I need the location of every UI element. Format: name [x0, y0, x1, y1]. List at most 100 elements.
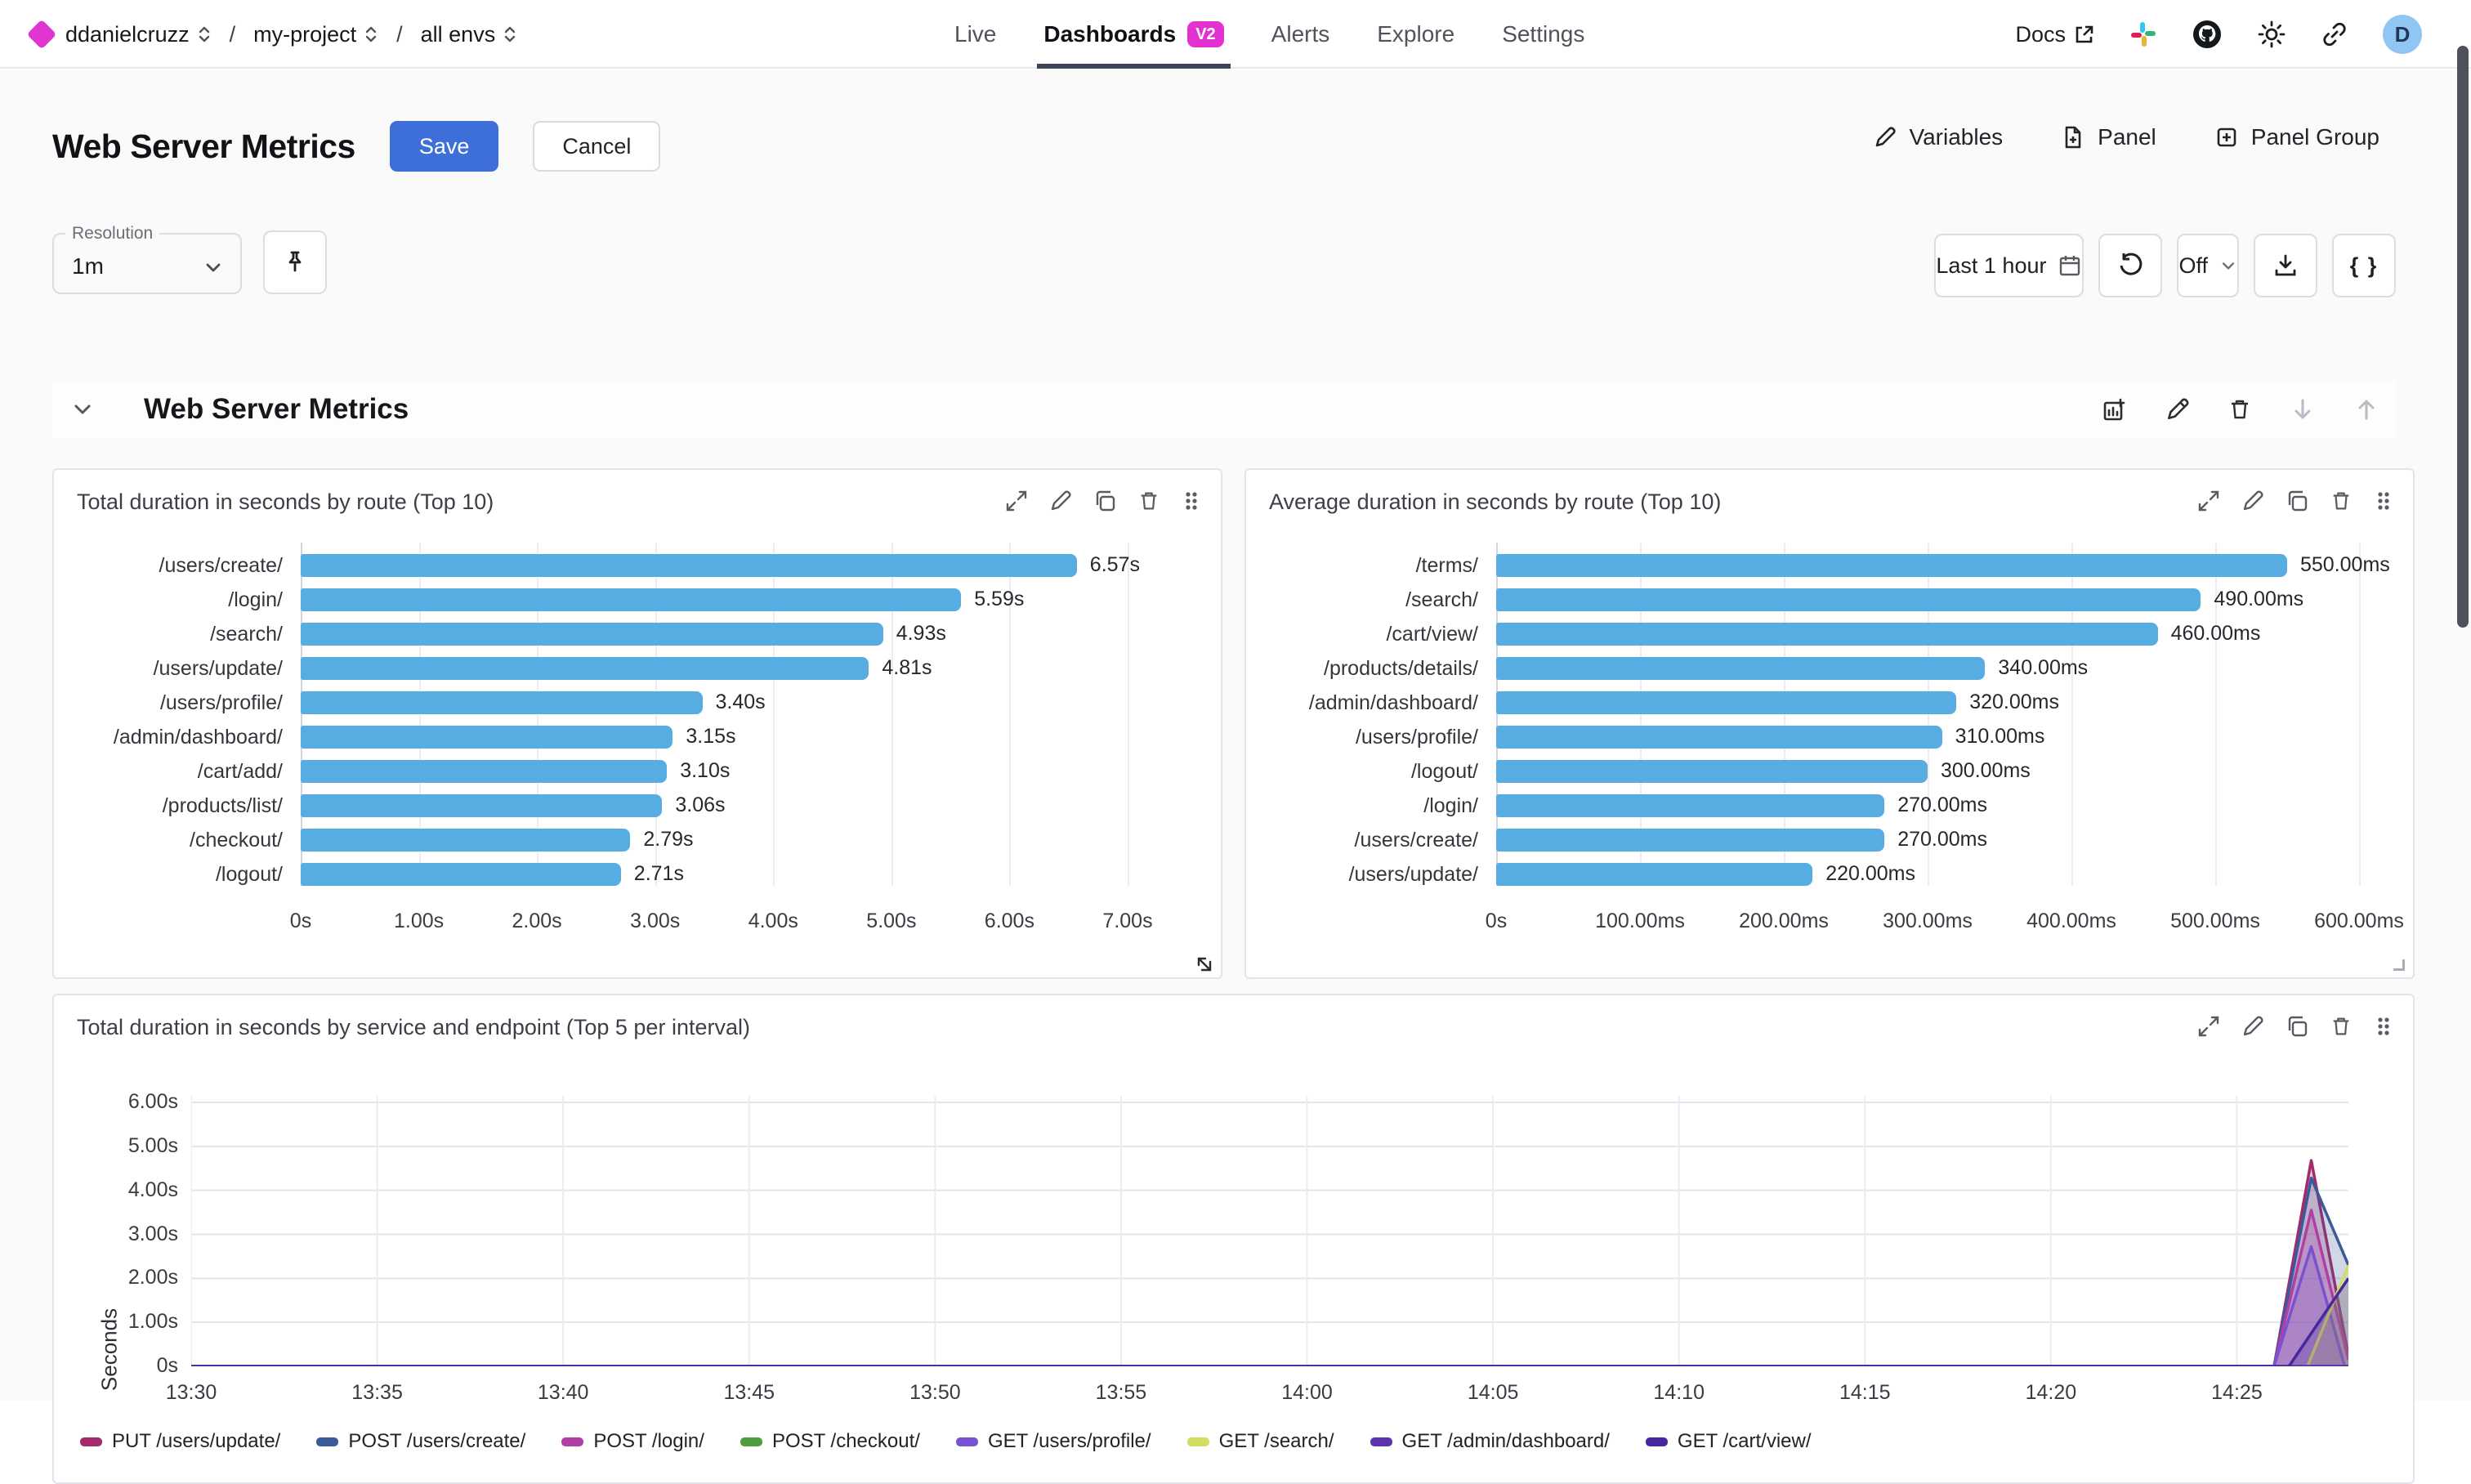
x-axis-tick: 13:30 — [165, 1381, 217, 1404]
bar[interactable] — [1496, 863, 1813, 886]
add-panel-button[interactable]: Panel — [2062, 124, 2156, 150]
refresh-button[interactable] — [2098, 234, 2163, 297]
expand-panel-icon[interactable] — [1005, 489, 1028, 512]
bar-value-label: 220.00ms — [1825, 862, 1915, 885]
legend-item[interactable]: POST /users/create/ — [316, 1430, 525, 1453]
bar[interactable] — [1496, 691, 1957, 714]
braces-icon: { } — [2349, 253, 2379, 278]
bar[interactable] — [301, 863, 621, 886]
legend-item[interactable]: POST /login/ — [561, 1430, 704, 1453]
add-panel-group-button[interactable]: Panel Group — [2215, 124, 2379, 150]
expand-panel-icon[interactable] — [2197, 1015, 2220, 1038]
legend-item[interactable]: GET /search/ — [1186, 1430, 1334, 1453]
json-config-button[interactable]: { } — [2332, 234, 2396, 297]
bar[interactable] — [1496, 794, 1885, 817]
theme-toggle-icon[interactable] — [2257, 20, 2286, 49]
add-panel-to-section-icon[interactable] — [2102, 396, 2128, 422]
bar-row: /products/details/340.00ms — [1269, 651, 2390, 686]
breadcrumb-env[interactable]: all envs — [421, 22, 518, 47]
bar-value-label: 3.40s — [715, 691, 766, 713]
bar-track: 2.79s — [301, 823, 1198, 857]
breadcrumb-org[interactable]: ddanielcruzz — [65, 22, 212, 47]
bar[interactable] — [301, 829, 631, 852]
x-axis-tick: 14:20 — [2025, 1381, 2077, 1404]
nav-tab-explore[interactable]: Explore — [1377, 0, 1454, 69]
bar[interactable] — [1496, 588, 2201, 611]
duplicate-panel-icon[interactable] — [1093, 489, 1116, 512]
bar[interactable] — [301, 554, 1077, 577]
bar-category-label: /users/create/ — [159, 553, 283, 577]
legend-item[interactable]: GET /users/profile/ — [955, 1430, 1151, 1453]
auto-refresh-select[interactable]: Off — [2177, 234, 2239, 297]
slack-icon[interactable] — [2129, 20, 2157, 48]
bar[interactable] — [1496, 623, 2158, 646]
duplicate-panel-icon[interactable] — [2286, 489, 2308, 512]
user-avatar[interactable]: D — [2383, 15, 2422, 54]
delete-panel-icon[interactable] — [1137, 489, 1160, 512]
nav-tab-settings[interactable]: Settings — [1502, 0, 1584, 69]
page-title: Web Server Metrics — [52, 127, 355, 165]
drag-panel-handle[interactable] — [2374, 1015, 2393, 1038]
gridline — [773, 543, 775, 886]
panel-resize-handle[interactable] — [1193, 953, 1214, 974]
bar-track: 310.00ms — [1496, 720, 2390, 754]
cancel-button[interactable]: Cancel — [533, 121, 661, 172]
breadcrumb-project[interactable]: my-project — [253, 22, 378, 47]
bar[interactable] — [1496, 829, 1885, 852]
bar-value-label: 550.00ms — [2300, 553, 2390, 576]
time-range-button[interactable]: Last 1 hour — [1934, 234, 2084, 297]
legend-item[interactable]: GET /admin/dashboard/ — [1370, 1430, 1610, 1453]
bar[interactable] — [1496, 657, 1986, 680]
github-icon[interactable] — [2192, 19, 2223, 50]
bar[interactable] — [301, 588, 962, 611]
bar-value-label: 4.81s — [882, 656, 932, 679]
drag-panel-handle[interactable] — [1182, 489, 1201, 512]
bar[interactable] — [1496, 726, 1942, 749]
legend-item[interactable]: GET /cart/view/ — [1645, 1430, 1812, 1453]
share-link-icon[interactable] — [2321, 20, 2348, 48]
edit-panel-icon[interactable] — [2241, 1015, 2264, 1038]
collapse-section-icon[interactable] — [70, 397, 95, 422]
y-axis-tick: 5.00s — [127, 1133, 178, 1157]
pencil-icon — [1875, 127, 1896, 147]
nav-tab-dashboards[interactable]: Dashboards V2 — [1037, 0, 1231, 69]
bar[interactable] — [301, 623, 883, 646]
drag-panel-handle[interactable] — [2374, 489, 2393, 512]
duplicate-panel-icon[interactable] — [2286, 1015, 2308, 1038]
resolution-select[interactable]: Resolution 1m — [52, 224, 242, 294]
bar[interactable] — [301, 726, 673, 749]
download-button[interactable] — [2254, 234, 2317, 297]
nav-tab-alerts[interactable]: Alerts — [1271, 0, 1330, 69]
delete-panel-icon[interactable] — [2330, 489, 2353, 512]
x-axis-tick: 14:05 — [1467, 1381, 1519, 1404]
bar[interactable] — [301, 657, 869, 680]
save-button[interactable]: Save — [389, 121, 499, 172]
panel-duration-by-service-endpoint: Total duration in seconds by service and… — [52, 994, 2415, 1484]
legend-item[interactable]: PUT /users/update/ — [80, 1430, 280, 1453]
gridline — [1928, 543, 1929, 886]
legend-swatch — [955, 1437, 978, 1446]
expand-panel-icon[interactable] — [2197, 489, 2220, 512]
bar-row: /users/update/220.00ms — [1269, 857, 2390, 892]
docs-link[interactable]: Docs — [2015, 22, 2095, 47]
bar[interactable] — [301, 794, 663, 817]
pin-resolution-button[interactable] — [263, 230, 327, 294]
panel-resize-handle[interactable] — [2393, 959, 2405, 971]
delete-section-icon[interactable] — [2227, 397, 2252, 422]
variables-button[interactable]: Variables — [1874, 124, 2003, 150]
edit-panel-icon[interactable] — [1049, 489, 1072, 512]
delete-panel-icon[interactable] — [2330, 1015, 2353, 1038]
chevron-up-down-icon — [505, 26, 516, 42]
move-section-up-icon[interactable] — [2353, 396, 2379, 422]
bar[interactable] — [1496, 760, 1928, 783]
app-logo[interactable] — [26, 19, 57, 50]
bar[interactable] — [301, 760, 668, 783]
legend-item[interactable]: POST /checkout/ — [740, 1430, 920, 1453]
nav-tab-live[interactable]: Live — [954, 0, 996, 69]
edit-section-icon[interactable] — [2165, 397, 2190, 422]
bar[interactable] — [1496, 554, 2287, 577]
edit-panel-icon[interactable] — [2241, 489, 2264, 512]
bar[interactable] — [301, 691, 703, 714]
page-scrollbar[interactable] — [2457, 46, 2469, 628]
move-section-down-icon[interactable] — [2290, 396, 2316, 422]
